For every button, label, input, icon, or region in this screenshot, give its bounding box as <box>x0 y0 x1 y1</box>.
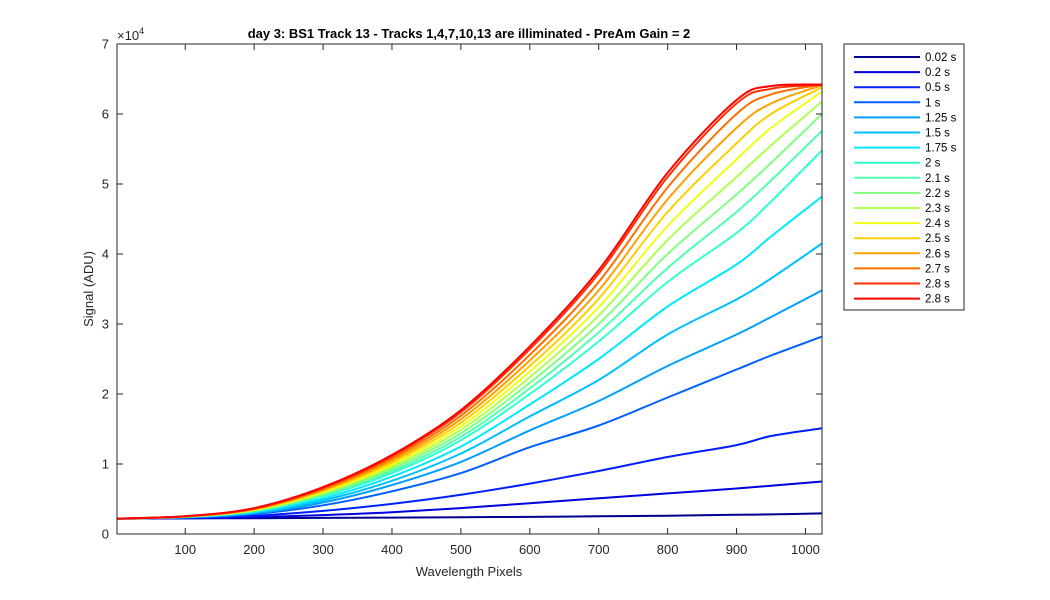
legend: 0.02 s 0.2 s 0.5 s 1 s 1.25 s 1.5 s 1.75 s 2 s 2… <box>843 43 965 311</box>
legend-label: 2.2 s <box>925 188 950 200</box>
legend-label: 2 s <box>925 158 941 170</box>
y-tick-label: 0 <box>102 527 109 542</box>
y-axis-exponent: ×104 <box>117 26 144 43</box>
legend-label: 0.5 s <box>925 82 950 94</box>
y-tick-label: 6 <box>102 107 109 122</box>
plot-background <box>117 44 822 534</box>
legend-label: 1.75 s <box>925 143 957 155</box>
x-tick-label: 500 <box>450 542 472 557</box>
legend-label: 0.2 s <box>925 67 950 79</box>
y-axis: 0 1 2 3 4 5 6 7 <box>102 37 822 542</box>
y-axis-exponent-power: 4 <box>139 26 144 36</box>
x-tick-label: 300 <box>312 542 334 557</box>
x-axis-label: Wavelength Pixels <box>416 564 523 579</box>
legend-label: 2.7 s <box>925 263 950 275</box>
x-tick-label: 100 <box>174 542 196 557</box>
y-tick-label: 7 <box>102 37 109 52</box>
y-axis-label: Signal (ADU) <box>81 251 96 327</box>
legend-label: 2.8 s <box>925 279 950 291</box>
y-tick-label: 5 <box>102 177 109 192</box>
legend-label: 2.8 s <box>925 294 950 306</box>
series-line <box>116 83 823 520</box>
x-tick-label: 600 <box>519 542 541 557</box>
legend-label: 0.02 s <box>925 52 957 64</box>
x-tick-label: 700 <box>588 542 610 557</box>
legend-label: 2.3 s <box>925 203 950 215</box>
x-tick-label: 1000 <box>791 542 820 557</box>
legend-label: 2.6 s <box>925 248 950 260</box>
series-line <box>116 480 823 520</box>
y-tick-label: 3 <box>102 317 109 332</box>
x-tick-label: 900 <box>726 542 748 557</box>
plot-frame <box>116 43 823 535</box>
legend-label: 2.4 s <box>925 218 950 230</box>
chart-title: day 3: BS1 Track 13 - Tracks 1,4,7,10,13… <box>248 26 691 41</box>
legend-label: 2.5 s <box>925 233 950 245</box>
x-tick-label: 400 <box>381 542 403 557</box>
series-layer <box>116 83 823 520</box>
y-tick-label: 4 <box>102 247 109 262</box>
legend-items: 0.02 s 0.2 s 0.5 s 1 s 1.25 s 1.5 s 1.75 s 2 s 2… <box>854 52 957 306</box>
y-tick-label: 2 <box>102 387 109 402</box>
x-tick-label: 800 <box>657 542 679 557</box>
plot-area <box>116 43 823 535</box>
legend-label: 1.5 s <box>925 128 950 140</box>
x-axis: 100 200 300 400 500 600 700 800 900 1000 <box>174 44 820 557</box>
legend-label: 1.25 s <box>925 112 957 124</box>
series-line <box>116 427 823 520</box>
legend-label: 1 s <box>925 97 941 109</box>
y-axis-exponent-base: ×10 <box>117 28 139 43</box>
legend-label: 2.1 s <box>925 173 950 185</box>
x-tick-label: 200 <box>243 542 265 557</box>
y-tick-label: 1 <box>102 457 109 472</box>
